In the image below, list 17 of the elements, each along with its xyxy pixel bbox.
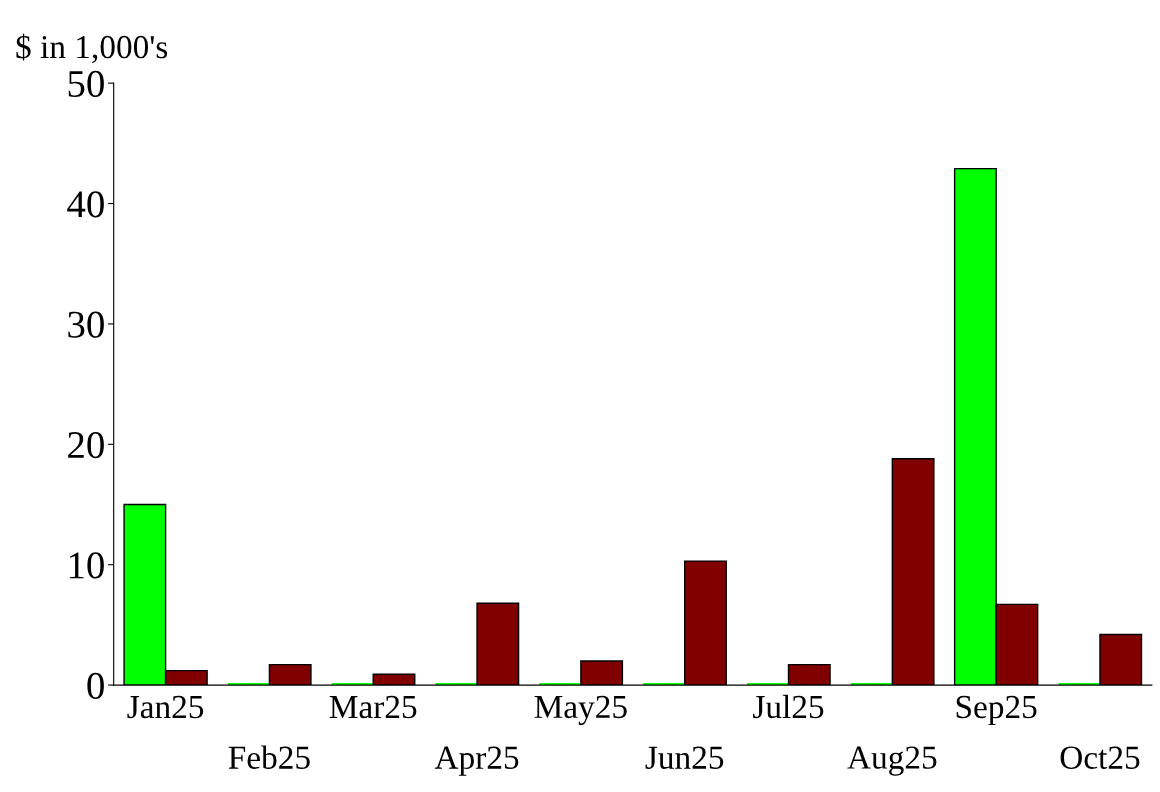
y-tick-label: 10	[69, 552, 104, 579]
x-tick-label: Jan25	[127, 695, 204, 719]
x-tick-label: May25	[534, 695, 627, 726]
x-tick-label: Jun25	[645, 746, 724, 769]
x-tick-label: Sep25	[956, 695, 1037, 726]
y-tick-label: 50	[68, 70, 104, 98]
x-tick-label: Aug25	[847, 746, 937, 776]
y-axis-title: $ in 1,000's	[16, 33, 168, 64]
x-tick-label: Apr25	[434, 746, 519, 776]
y-tick-label: 20	[68, 431, 104, 459]
y-tick-label: 40	[67, 191, 104, 218]
x-tick-label: Feb25	[228, 745, 310, 769]
x-tick-label: Jul25	[753, 694, 824, 719]
x-tick-label: Mar25	[329, 695, 417, 719]
x-tick-label: Oct25	[1060, 746, 1140, 769]
y-tick-label: 30	[68, 311, 104, 338]
y-tick-label: 0	[87, 672, 104, 699]
